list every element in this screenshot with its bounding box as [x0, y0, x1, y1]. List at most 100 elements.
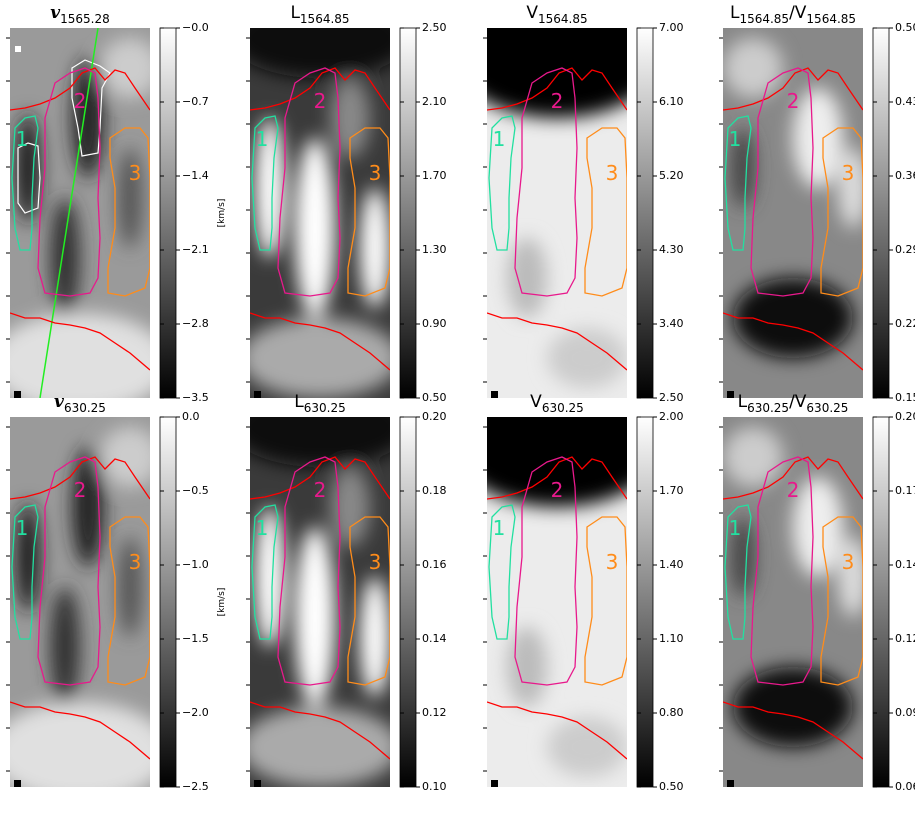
title-part: V	[526, 3, 538, 23]
region-3-contour	[584, 127, 627, 297]
colorbar-tick-label: 0.10	[422, 780, 447, 793]
image-feature	[250, 417, 390, 467]
colorbar-tick-label: 1.70	[659, 484, 684, 497]
colorbar-tick-label: 0.06	[895, 780, 915, 793]
title-subscript: 1565.28	[60, 12, 110, 26]
region-label: 1	[256, 127, 269, 151]
colorbar-tick-label: −1.0	[182, 558, 209, 571]
image-feature	[100, 427, 150, 487]
selection-contour	[71, 59, 111, 157]
panel-title: v1565.28	[50, 3, 110, 26]
colorbar-tick-label: 0.16	[422, 558, 447, 571]
colorbar	[159, 27, 177, 399]
title-part: /V	[789, 392, 807, 412]
image-feature	[10, 702, 150, 787]
colorbar	[872, 416, 890, 788]
image	[10, 28, 150, 398]
colorbar-label: [km/s]	[217, 199, 227, 228]
image-feature	[50, 587, 80, 707]
region-label: 3	[369, 161, 382, 185]
colorbar-tick-label: 4.30	[659, 243, 684, 256]
image-feature	[250, 28, 390, 78]
image-feature	[16, 113, 40, 223]
region-label: 2	[787, 89, 800, 113]
panel: 1 2 3 V630.25 2.00 1.70 1.40 1.10 0.80 0.50	[483, 392, 684, 793]
title-subscript: 1564.85	[739, 12, 789, 26]
region-label: 3	[129, 161, 142, 185]
colorbar-tick-label: 2.50	[422, 21, 447, 34]
title-part: v	[50, 3, 61, 23]
colorbar-tick-label: 0.90	[422, 317, 447, 330]
region-2-contour	[37, 67, 101, 297]
red-contour	[723, 67, 863, 111]
region-2-contour	[514, 456, 578, 686]
title-part: L	[294, 392, 304, 412]
panel-title: v630.25	[54, 392, 106, 415]
marker-square	[14, 780, 21, 787]
panel-title: L1564.85/V1564.85	[730, 3, 856, 26]
image-structure	[723, 427, 863, 747]
panel-title: L630.25/V630.25	[738, 392, 849, 415]
region-label: 1	[16, 127, 29, 151]
marker-square	[14, 391, 21, 398]
red-contour	[10, 701, 150, 760]
image-feature	[723, 427, 783, 487]
region-label: 1	[256, 516, 269, 540]
image-feature	[10, 313, 150, 398]
colorbar	[636, 27, 654, 399]
title-subscript: 630.25	[64, 401, 106, 415]
colorbar-tick-label: 2.10	[422, 95, 447, 108]
colorbar-tick-label: 0.14	[422, 632, 447, 645]
marker-square	[254, 391, 261, 398]
image-feature	[255, 507, 285, 647]
image-feature	[547, 328, 627, 388]
region-label: 3	[369, 550, 382, 574]
image-feature	[731, 517, 755, 597]
colorbar-tick-label: −2.5	[182, 780, 209, 793]
region-label: 3	[842, 550, 855, 574]
colorbar	[399, 416, 417, 788]
red-contour	[250, 312, 390, 371]
title-subscript: 630.25	[806, 401, 848, 415]
colorbar	[872, 27, 890, 399]
image-feature	[793, 88, 843, 188]
colorbar-tick-label: 1.30	[422, 243, 447, 256]
image-structure	[10, 427, 150, 787]
region-label: 1	[729, 127, 742, 151]
colorbar-tick-label: −2.1	[182, 243, 209, 256]
red-contour	[10, 67, 150, 111]
image-feature	[733, 278, 853, 358]
panel: 123L1564.85/V1564.850.500.430.360.290.22…	[719, 3, 915, 404]
region-2-contour	[750, 456, 814, 686]
title-subscript: 630.25	[304, 401, 346, 415]
region-label: 2	[74, 89, 87, 113]
region-3-contour	[820, 516, 863, 686]
colorbar-tick-label: −0.5	[182, 484, 209, 497]
colorbar-tick-label: 1.40	[659, 558, 684, 571]
region-3-contour	[347, 127, 390, 297]
colorbar-tick-label: 0.29	[895, 243, 915, 256]
image-feature	[295, 527, 335, 707]
region-2-contour	[514, 67, 578, 297]
title-subscript: 1564.85	[300, 12, 350, 26]
image-feature	[547, 717, 627, 777]
colorbar-tick-label: 0.22	[895, 317, 915, 330]
colorbar-tick-label: 0.20	[422, 410, 447, 423]
panel: 1 2 3 L630.25 0.20 0.18 0.16 0.14 0.12 0.10	[246, 392, 447, 793]
region-label: 2	[74, 478, 87, 502]
colorbar-tick-label: −0.7	[182, 95, 209, 108]
colorbar-tick-label: 0.20	[895, 410, 915, 423]
colorbar-label: [km/s]	[217, 588, 227, 617]
colorbar-tick-label: 0.18	[422, 484, 447, 497]
panel: 1 2 3 v630.25 0.0 −0.5 −1.0 −1.5 −2.0 −2.5 [km/s]	[6, 392, 227, 793]
region-1-contour	[11, 504, 39, 640]
title-part: L	[738, 392, 748, 412]
red-contour	[487, 701, 627, 760]
region-label: 2	[787, 478, 800, 502]
colorbar-tick-label: 3.40	[659, 317, 684, 330]
colorbar-tick-label: −2.8	[182, 317, 209, 330]
colorbar-tick-label: 0.50	[422, 391, 447, 404]
colorbar-tick-label: −3.5	[182, 391, 209, 404]
title-subscript: 1564.85	[806, 12, 856, 26]
red-contour	[723, 456, 863, 500]
